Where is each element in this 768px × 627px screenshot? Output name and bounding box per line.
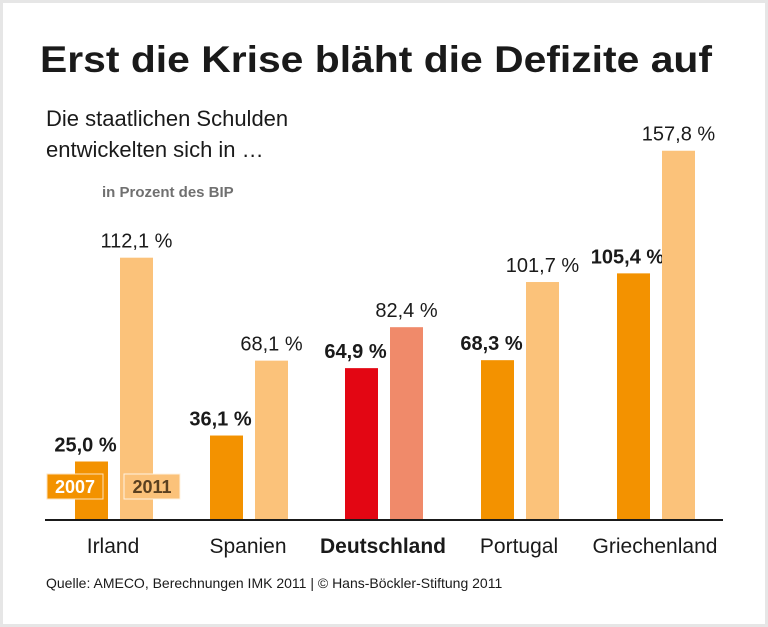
data-label-griechenland-2007: 105,4 %	[591, 246, 665, 268]
data-label-deutschland-2007: 64,9 %	[324, 341, 386, 363]
data-label-deutschland-2011: 82,4 %	[375, 300, 437, 322]
subtitle-line-2: entwickelten sich in …	[46, 137, 264, 162]
data-label-spanien-2011: 68,1 %	[240, 334, 302, 356]
data-label-portugal-2007: 68,3 %	[460, 333, 522, 355]
data-label-griechenland-2011: 157,8 %	[642, 124, 716, 146]
unit-label: in Prozent des BIP	[102, 184, 234, 201]
bar-deutschland-2011	[390, 327, 423, 520]
bar-portugal-2011	[526, 282, 559, 520]
x-tick-label-griechenland: Griechenland	[593, 535, 718, 558]
data-label-portugal-2011: 101,7 %	[506, 255, 580, 277]
bar-portugal-2007	[481, 360, 514, 520]
source-note: Quelle: AMECO, Berechnungen IMK 2011 | ©…	[46, 575, 502, 591]
legend-swatch-2011	[123, 473, 181, 500]
chart-title: Erst die Krise bläht die Defizite auf	[40, 39, 713, 80]
x-tick-label-spanien: Spanien	[209, 535, 286, 558]
legend-label-2007: 2007	[55, 477, 95, 497]
data-label-spanien-2007: 36,1 %	[189, 409, 251, 431]
bar-deutschland-2007	[345, 368, 378, 520]
x-tick-label-deutschland: Deutschland	[320, 535, 446, 558]
bar-spanien-2011	[255, 360, 288, 520]
legend-label-2011: 2011	[132, 477, 171, 497]
legend-swatch-2007	[46, 473, 104, 500]
data-label-irland-2007: 25,0 %	[54, 435, 116, 457]
data-label-irland-2011: 112,1 %	[101, 231, 173, 253]
subtitle-line-1: Die staatlichen Schulden	[46, 106, 288, 131]
bar-griechenland-2011	[662, 150, 695, 521]
bar-spanien-2007	[210, 435, 243, 520]
bar-griechenland-2007	[617, 273, 650, 520]
x-tick-label-irland: Irland	[87, 535, 140, 558]
x-tick-label-portugal: Portugal	[480, 535, 558, 558]
